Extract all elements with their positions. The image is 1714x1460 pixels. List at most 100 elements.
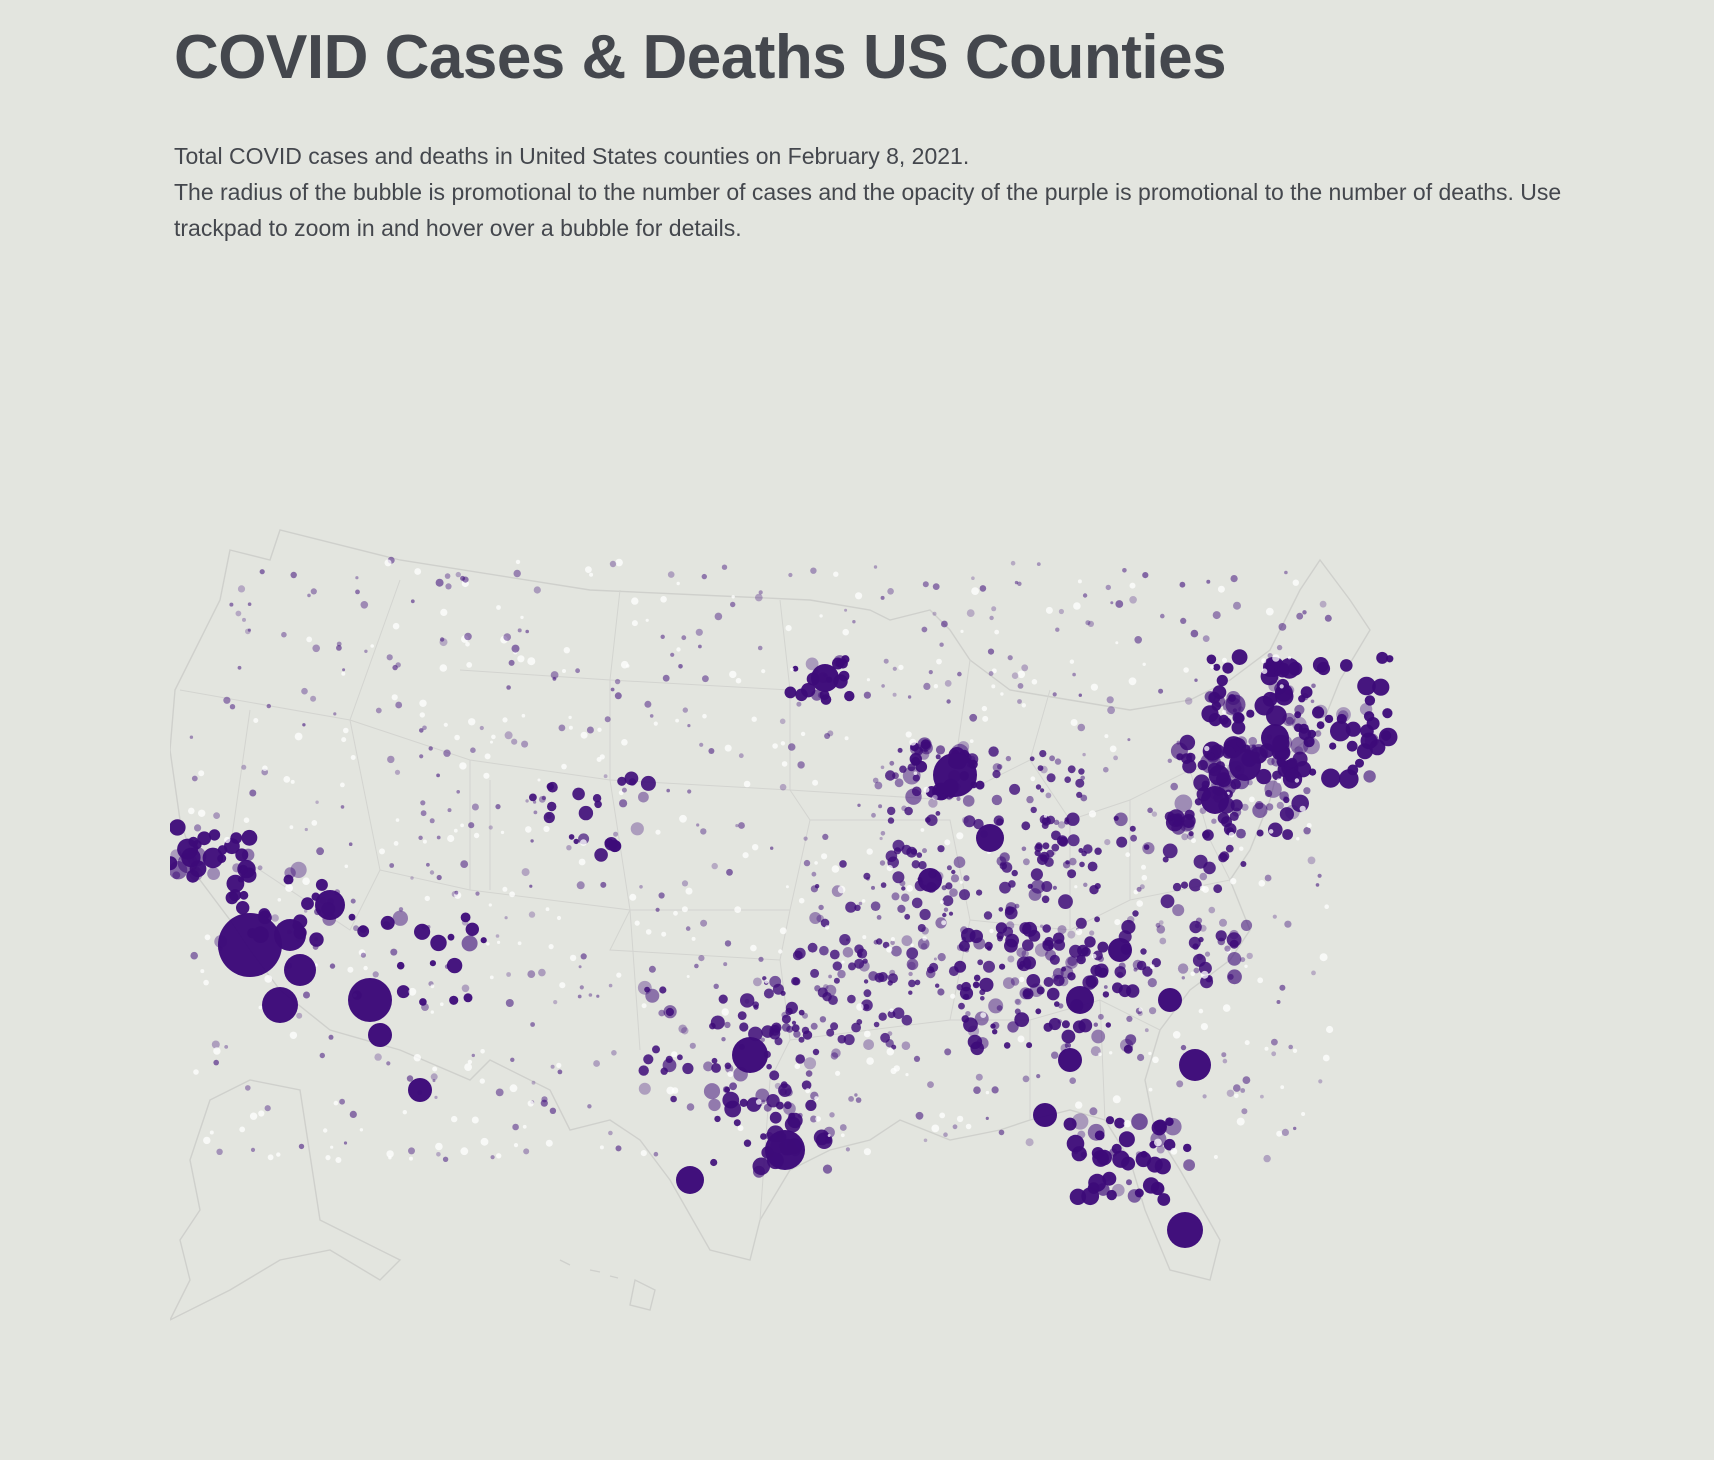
county-bubble[interactable]: [999, 963, 1006, 970]
county-bubble[interactable]: [239, 890, 249, 900]
county-bubble[interactable]: [541, 795, 547, 801]
county-bubble[interactable]: [249, 789, 257, 797]
county-bubble[interactable]: [1094, 883, 1101, 890]
county-bubble[interactable]: [921, 927, 929, 935]
county-bubble[interactable]: [1126, 1179, 1132, 1186]
county-bubble[interactable]: [1104, 839, 1111, 846]
county-bubble[interactable]: [779, 718, 786, 725]
county-bubble[interactable]: [330, 1145, 334, 1149]
county-bubble[interactable]: [1098, 1013, 1104, 1020]
county-bubble[interactable]: [1193, 774, 1210, 791]
county-bubble[interactable]: [1232, 708, 1237, 713]
county-bubble[interactable]: [1196, 953, 1204, 961]
county-bubble[interactable]: [1279, 807, 1294, 822]
county-bubble[interactable]: [454, 890, 459, 895]
county-bubble[interactable]: [805, 1088, 811, 1094]
county-bubble[interactable]: [372, 971, 379, 978]
county-bubble[interactable]: [703, 1061, 714, 1072]
county-bubble[interactable]: [224, 836, 231, 844]
county-bubble[interactable]: [811, 664, 839, 692]
county-bubble[interactable]: [873, 939, 879, 945]
county-bubble[interactable]: [839, 934, 851, 946]
county-bubble[interactable]: [889, 1008, 894, 1013]
county-bubble[interactable]: [463, 993, 473, 1003]
county-bubble[interactable]: [842, 628, 849, 636]
county-bubble[interactable]: [1285, 716, 1294, 725]
county-bubble[interactable]: [410, 876, 414, 880]
county-bubble[interactable]: [1061, 1020, 1070, 1029]
county-bubble[interactable]: [1339, 769, 1359, 789]
county-bubble[interactable]: [1116, 836, 1128, 848]
county-bubble[interactable]: [1135, 1151, 1143, 1158]
county-bubble[interactable]: [660, 596, 667, 603]
county-bubble[interactable]: [1014, 1008, 1021, 1015]
county-bubble[interactable]: [203, 1136, 211, 1145]
county-bubble[interactable]: [779, 783, 787, 791]
county-bubble[interactable]: [208, 829, 221, 841]
county-bubble[interactable]: [817, 987, 828, 998]
county-bubble[interactable]: [1022, 939, 1034, 951]
county-bubble[interactable]: [958, 1002, 965, 1010]
county-bubble[interactable]: [420, 800, 426, 806]
county-bubble[interactable]: [711, 1057, 718, 1064]
county-bubble[interactable]: [755, 1099, 762, 1105]
county-bubble[interactable]: [928, 670, 933, 675]
county-bubble[interactable]: [1227, 952, 1242, 966]
county-bubble[interactable]: [854, 958, 865, 969]
county-bubble[interactable]: [1272, 770, 1282, 781]
county-bubble[interactable]: [667, 571, 675, 578]
county-bubble[interactable]: [750, 944, 757, 952]
county-bubble[interactable]: [965, 1011, 971, 1017]
county-bubble[interactable]: [879, 860, 886, 866]
county-bubble[interactable]: [887, 980, 893, 986]
county-bubble[interactable]: [677, 1054, 683, 1061]
county-bubble[interactable]: [991, 668, 997, 674]
county-bubble[interactable]: [1200, 1023, 1208, 1031]
county-bubble[interactable]: [661, 931, 667, 937]
county-bubble[interactable]: [975, 780, 985, 790]
county-bubble[interactable]: [1204, 745, 1210, 752]
county-bubble[interactable]: [878, 1012, 887, 1021]
county-bubble[interactable]: [436, 1152, 441, 1157]
county-bubble[interactable]: [937, 988, 945, 996]
county-bubble[interactable]: [700, 919, 708, 927]
county-bubble[interactable]: [439, 638, 448, 647]
county-bubble[interactable]: [440, 1002, 444, 1006]
county-bubble[interactable]: [1085, 975, 1099, 988]
county-bubble[interactable]: [1057, 925, 1067, 935]
county-bubble[interactable]: [880, 765, 885, 770]
county-bubble[interactable]: [838, 670, 850, 682]
county-bubble[interactable]: [1021, 821, 1031, 831]
county-bubble[interactable]: [1187, 752, 1193, 758]
county-bubble[interactable]: [810, 567, 817, 574]
county-bubble[interactable]: [1144, 1028, 1149, 1033]
county-bubble[interactable]: [902, 766, 921, 785]
county-bubble[interactable]: [885, 975, 890, 979]
county-bubble[interactable]: [913, 1055, 921, 1062]
county-bubble[interactable]: [1276, 778, 1282, 784]
county-bubble[interactable]: [1240, 957, 1246, 963]
county-bubble[interactable]: [1158, 688, 1164, 694]
county-bubble[interactable]: [892, 692, 897, 697]
county-bubble[interactable]: [1115, 600, 1124, 608]
county-bubble[interactable]: [1239, 846, 1244, 851]
county-bubble[interactable]: [1033, 1103, 1057, 1127]
county-bubble[interactable]: [1109, 1051, 1113, 1055]
county-bubble[interactable]: [1288, 661, 1303, 676]
county-bubble[interactable]: [713, 983, 719, 989]
county-bubble[interactable]: [1167, 1212, 1203, 1248]
county-bubble[interactable]: [904, 913, 911, 920]
county-bubble[interactable]: [341, 671, 346, 676]
county-bubble[interactable]: [1021, 846, 1027, 852]
county-bubble[interactable]: [960, 629, 964, 633]
county-bubble[interactable]: [1112, 1095, 1121, 1104]
county-bubble[interactable]: [733, 1119, 741, 1127]
county-bubble[interactable]: [738, 753, 744, 759]
county-bubble[interactable]: [854, 1093, 858, 1097]
county-bubble[interactable]: [718, 994, 728, 1004]
county-bubble[interactable]: [1029, 756, 1035, 762]
county-bubble[interactable]: [675, 718, 679, 723]
county-bubble[interactable]: [1322, 1054, 1330, 1062]
county-bubble[interactable]: [600, 881, 607, 888]
county-bubble[interactable]: [408, 987, 417, 996]
